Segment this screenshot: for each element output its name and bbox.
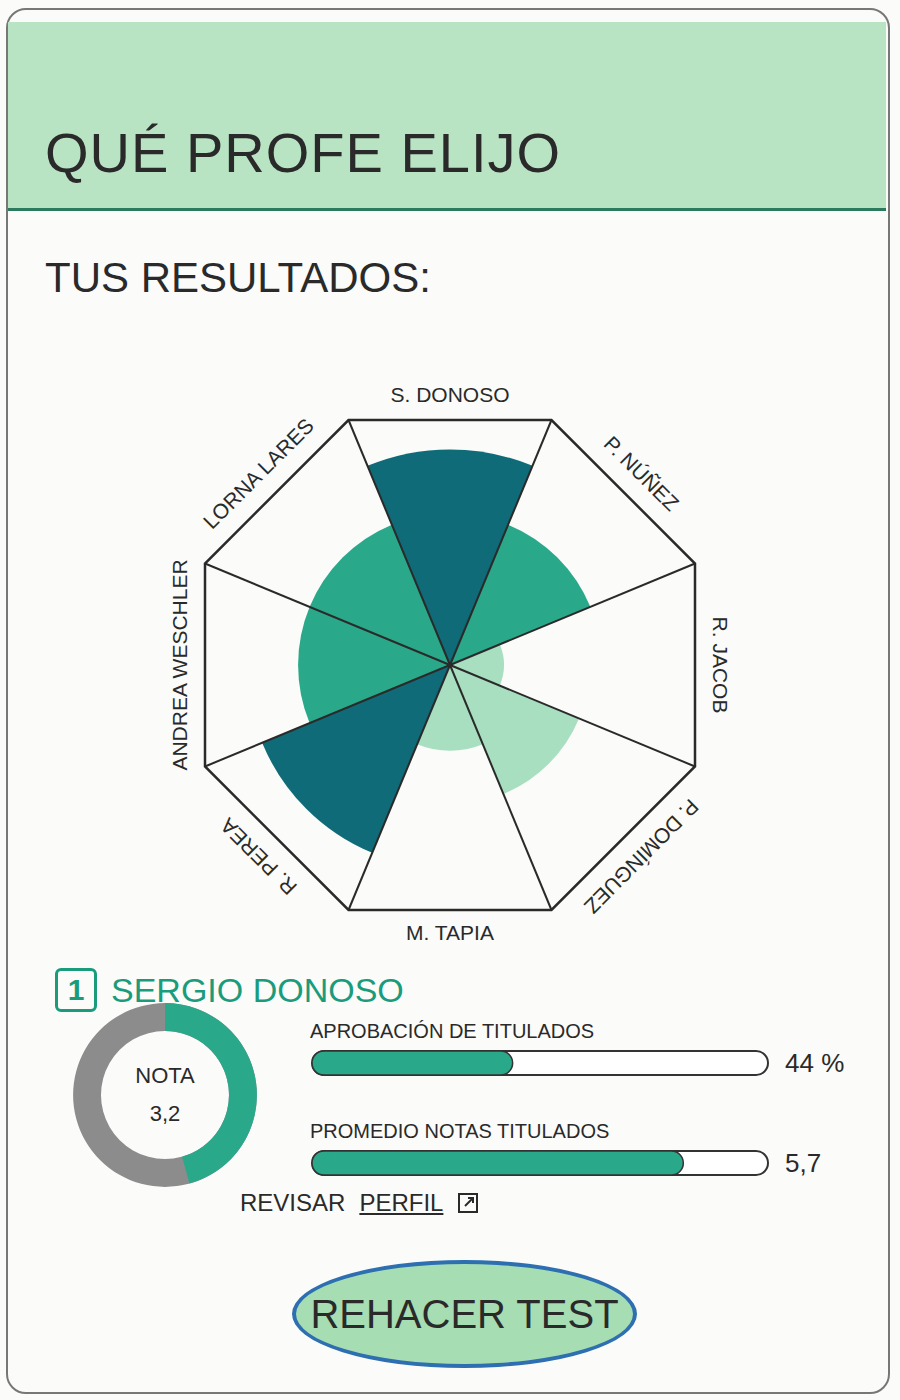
html-text:5,7: 5,7 [785, 1148, 822, 1178]
html-text:APROBACIÓN DE TITULADOS: APROBACIÓN DE TITULADOS [310, 1020, 595, 1042]
svg-text:LORNA LARES: LORNA LARES [199, 414, 318, 533]
svg-text:ANDREA WESCHLER: ANDREA WESCHLER [168, 559, 191, 770]
svg-text:M. TAPIA: M. TAPIA [406, 921, 494, 944]
html-text:44 %: 44 % [785, 1048, 845, 1078]
html-text:QUÉ PROFE ELIJO: QUÉ PROFE ELIJO [45, 121, 561, 184]
html-text:NOTA: NOTA [135, 1063, 195, 1088]
html-text:REVISAR: REVISAR [240, 1189, 346, 1216]
svg-text:P. DOMÍNGUEZ: P. DOMÍNGUEZ [580, 795, 703, 918]
html-text:PERFIL: PERFIL [359, 1189, 444, 1216]
html-text:REHACER TEST: REHACER TEST [310, 1291, 619, 1336]
html-text:TUS RESULTADOS:: TUS RESULTADOS: [45, 254, 431, 301]
html-text:1: 1 [67, 973, 85, 1006]
html-text:PROMEDIO NOTAS TITULADOS: PROMEDIO NOTAS TITULADOS [310, 1120, 610, 1142]
svg-text:S. DONOSO: S. DONOSO [390, 383, 509, 406]
svg-text:R. PEREA: R. PEREA [216, 814, 302, 900]
svg-text:R. JACOB: R. JACOB [709, 617, 732, 714]
html-text:SERGIO DONOSO: SERGIO DONOSO [111, 971, 404, 1009]
html-text:3,2: 3,2 [149, 1101, 181, 1126]
svg-text:P. NÚÑEZ: P. NÚÑEZ [600, 432, 684, 516]
